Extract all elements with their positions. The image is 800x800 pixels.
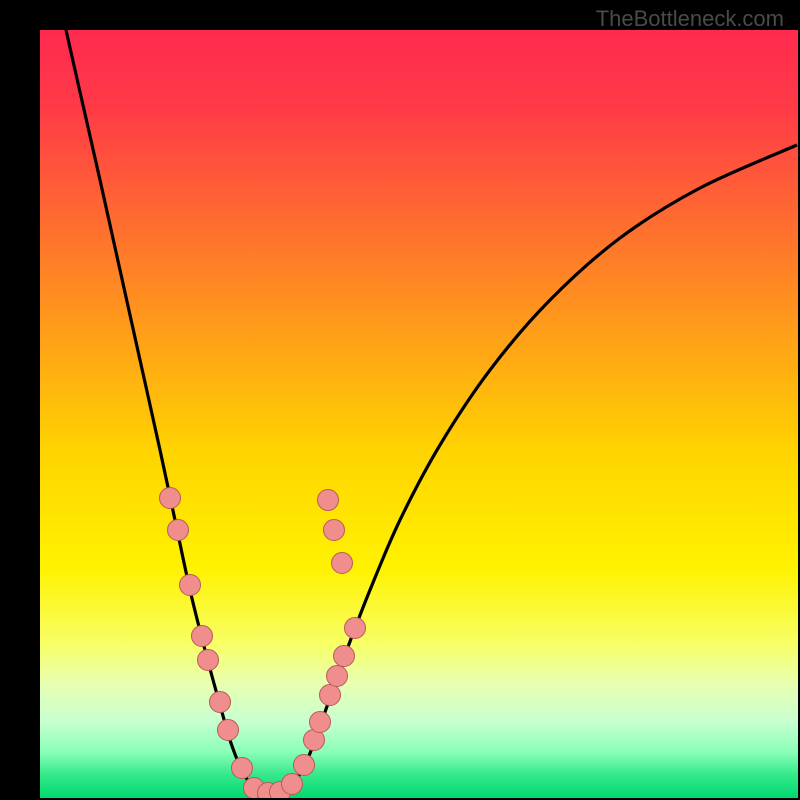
data-marker (345, 618, 366, 639)
data-marker (324, 520, 345, 541)
data-marker (198, 650, 219, 671)
data-marker (210, 692, 231, 713)
data-marker (310, 712, 331, 733)
data-marker (180, 575, 201, 596)
data-marker (168, 520, 189, 541)
data-marker (192, 626, 213, 647)
data-marker (318, 490, 339, 511)
data-marker (332, 553, 353, 574)
data-marker (232, 758, 253, 779)
data-marker (160, 488, 181, 509)
data-marker (218, 720, 239, 741)
watermark-text: TheBottleneck.com (596, 6, 784, 32)
data-marker (334, 646, 355, 667)
chart-plot-area (0, 0, 800, 800)
data-marker (282, 774, 303, 795)
data-marker (294, 755, 315, 776)
gradient-background (40, 30, 798, 798)
chart-svg (0, 0, 800, 800)
data-marker (327, 666, 348, 687)
data-marker (320, 685, 341, 706)
